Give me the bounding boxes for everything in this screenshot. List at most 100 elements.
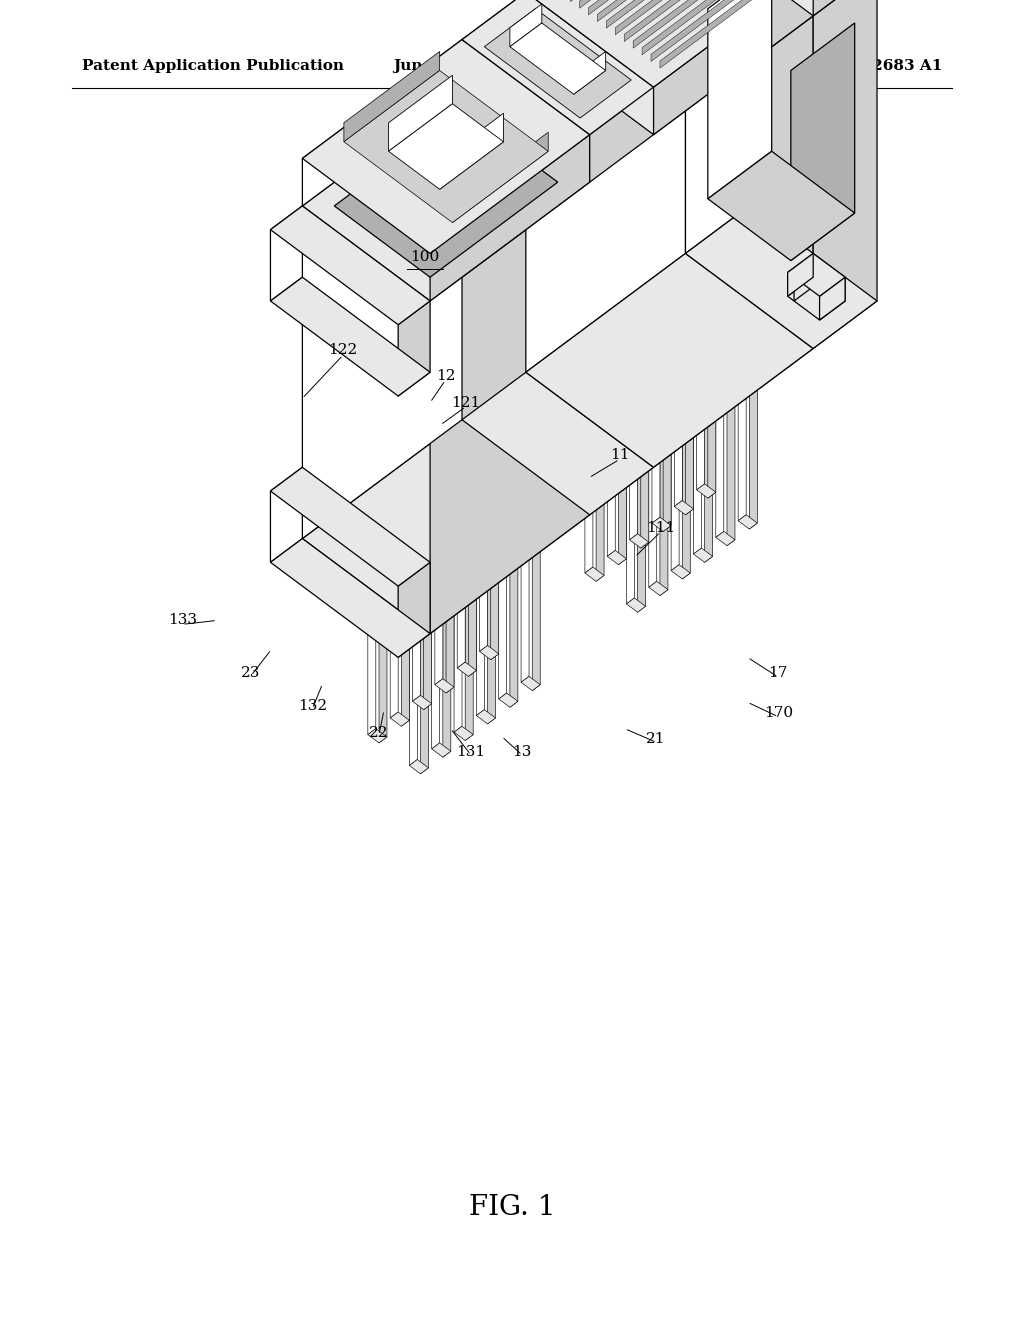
- Polygon shape: [302, 87, 462, 539]
- Polygon shape: [521, 510, 529, 682]
- Polygon shape: [453, 132, 548, 223]
- Polygon shape: [649, 581, 668, 595]
- Text: 132: 132: [298, 700, 327, 713]
- Polygon shape: [606, 0, 734, 28]
- Text: 17: 17: [769, 667, 787, 680]
- Polygon shape: [462, 372, 653, 515]
- Text: 23: 23: [242, 667, 260, 680]
- Text: 11: 11: [609, 449, 630, 462]
- Polygon shape: [462, 0, 653, 135]
- Polygon shape: [675, 500, 693, 515]
- Polygon shape: [607, 384, 615, 557]
- Polygon shape: [696, 318, 705, 490]
- Text: 133: 133: [168, 614, 197, 627]
- Polygon shape: [424, 537, 432, 710]
- Polygon shape: [484, 9, 631, 117]
- Polygon shape: [479, 479, 487, 652]
- Text: US 2015/0162683 A1: US 2015/0162683 A1: [763, 58, 942, 73]
- Polygon shape: [390, 545, 398, 718]
- Polygon shape: [671, 565, 690, 579]
- Polygon shape: [642, 0, 770, 55]
- Polygon shape: [633, 0, 761, 48]
- Polygon shape: [510, 22, 605, 94]
- Polygon shape: [708, 0, 772, 199]
- Polygon shape: [596, 409, 604, 581]
- Polygon shape: [685, 0, 877, 16]
- Polygon shape: [716, 366, 724, 537]
- Polygon shape: [750, 356, 758, 529]
- Polygon shape: [499, 527, 507, 700]
- Polygon shape: [590, 87, 653, 182]
- Polygon shape: [270, 206, 302, 301]
- Polygon shape: [390, 711, 410, 726]
- Polygon shape: [468, 504, 476, 676]
- Polygon shape: [659, 424, 668, 595]
- Polygon shape: [479, 645, 499, 660]
- Polygon shape: [675, 334, 682, 507]
- Text: 12: 12: [435, 370, 456, 383]
- Polygon shape: [368, 729, 387, 743]
- Polygon shape: [526, 0, 813, 135]
- Polygon shape: [671, 399, 679, 570]
- Polygon shape: [510, 535, 518, 708]
- Polygon shape: [435, 512, 442, 685]
- Polygon shape: [432, 577, 439, 748]
- Polygon shape: [490, 487, 499, 660]
- Text: 13: 13: [513, 746, 531, 759]
- Polygon shape: [787, 253, 845, 296]
- Polygon shape: [819, 277, 845, 319]
- Polygon shape: [435, 678, 454, 693]
- Text: 100: 100: [411, 251, 439, 264]
- Polygon shape: [379, 570, 387, 743]
- Polygon shape: [270, 467, 302, 562]
- Polygon shape: [738, 515, 758, 529]
- Polygon shape: [270, 206, 430, 325]
- Polygon shape: [476, 710, 496, 723]
- Polygon shape: [413, 696, 432, 710]
- Polygon shape: [432, 743, 451, 758]
- Text: 22: 22: [369, 726, 389, 739]
- Polygon shape: [410, 759, 428, 774]
- Polygon shape: [499, 693, 518, 708]
- Polygon shape: [708, 152, 855, 260]
- Polygon shape: [585, 568, 604, 581]
- Polygon shape: [618, 392, 627, 565]
- Polygon shape: [430, 182, 590, 634]
- Polygon shape: [693, 548, 713, 562]
- Polygon shape: [344, 51, 439, 141]
- Polygon shape: [787, 253, 813, 296]
- Polygon shape: [641, 376, 649, 548]
- Polygon shape: [430, 135, 590, 301]
- Text: Patent Application Publication: Patent Application Publication: [82, 58, 344, 73]
- Polygon shape: [589, 0, 716, 15]
- Polygon shape: [442, 585, 451, 758]
- Polygon shape: [446, 520, 454, 693]
- Polygon shape: [410, 593, 418, 766]
- Polygon shape: [458, 663, 476, 676]
- Polygon shape: [813, 0, 877, 16]
- Polygon shape: [696, 484, 716, 498]
- Text: 170: 170: [764, 706, 793, 719]
- Polygon shape: [270, 277, 430, 396]
- Polygon shape: [465, 568, 473, 741]
- Polygon shape: [526, 0, 813, 87]
- Polygon shape: [685, 343, 693, 515]
- Polygon shape: [401, 554, 410, 726]
- Polygon shape: [716, 532, 735, 545]
- Polygon shape: [685, 0, 750, 253]
- Polygon shape: [388, 104, 504, 189]
- Polygon shape: [705, 391, 713, 562]
- Polygon shape: [454, 560, 462, 733]
- Polygon shape: [270, 467, 430, 586]
- Polygon shape: [580, 0, 708, 8]
- Polygon shape: [652, 351, 659, 523]
- Polygon shape: [334, 111, 558, 277]
- Polygon shape: [653, 16, 813, 467]
- Polygon shape: [738, 348, 746, 521]
- Polygon shape: [570, 0, 698, 1]
- Polygon shape: [607, 550, 627, 565]
- Polygon shape: [659, 0, 787, 69]
- Text: 131: 131: [457, 746, 485, 759]
- Polygon shape: [302, 40, 590, 253]
- Polygon shape: [651, 0, 778, 62]
